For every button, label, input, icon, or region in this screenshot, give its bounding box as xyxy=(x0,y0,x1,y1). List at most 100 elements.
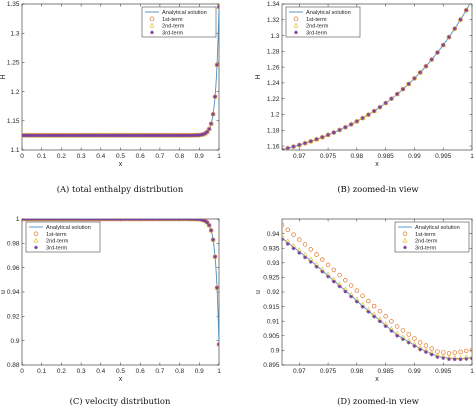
data-point xyxy=(441,356,446,360)
y-tick-label: 1.1 xyxy=(10,147,19,154)
legend-swatch xyxy=(402,231,408,237)
legend-swatch xyxy=(150,30,154,35)
legend-swatch xyxy=(149,22,155,28)
series-3rd-term xyxy=(282,8,469,150)
data-point xyxy=(291,232,296,237)
data-point xyxy=(412,336,417,341)
x-tick-label: 0.99 xyxy=(408,153,421,160)
data-point xyxy=(106,133,111,138)
legend-label: 1st-term xyxy=(415,232,436,238)
y-tick-label: 1.25 xyxy=(7,60,20,67)
data-point xyxy=(343,289,348,294)
data-point xyxy=(148,133,152,138)
data-point xyxy=(154,133,158,138)
data-point xyxy=(93,133,97,138)
data-point xyxy=(122,133,127,138)
data-point xyxy=(89,133,93,138)
data-point xyxy=(162,133,166,138)
data-point xyxy=(45,133,50,138)
data-point xyxy=(348,283,354,288)
legend-label: 1st-term xyxy=(306,17,327,23)
x-tick-label: 0.9 xyxy=(195,368,204,375)
data-point xyxy=(126,133,131,138)
legend: Analytical solution1st-term2nd-term3rd-t… xyxy=(285,6,361,38)
data-point xyxy=(189,219,194,221)
data-point xyxy=(452,350,457,355)
data-point xyxy=(213,94,217,99)
chart-panel-2: 0.97 0.975 0.98 0.985 0.99 0.995 1 1.16 1.18 1.2 1… xyxy=(255,0,474,194)
data-point xyxy=(104,133,109,138)
data-point xyxy=(470,0,474,2)
y-tick-label: 0.88 xyxy=(7,362,20,369)
y-tick-label: 1.16 xyxy=(267,143,280,150)
data-point xyxy=(61,133,66,138)
data-point xyxy=(99,133,103,138)
data-point xyxy=(469,347,472,353)
data-point xyxy=(193,133,198,138)
data-point xyxy=(175,133,180,138)
y-tick-label: 1.28 xyxy=(267,49,280,56)
x-tick-label: 0.7 xyxy=(155,368,164,375)
legend-swatch xyxy=(403,245,407,250)
data-point xyxy=(160,133,164,138)
data-point xyxy=(169,133,174,138)
y-tick-label: 1.34 xyxy=(267,1,280,8)
y-tick-label: 0.94 xyxy=(7,289,20,296)
data-point xyxy=(355,299,359,304)
x-tick-label: 1 xyxy=(470,368,474,375)
y-tick-label: 1.24 xyxy=(267,80,280,87)
y-axis-label: u xyxy=(255,290,262,294)
data-point xyxy=(28,133,32,138)
data-point xyxy=(110,133,115,138)
x-tick-label: 0.99 xyxy=(408,368,421,375)
data-point xyxy=(53,133,58,138)
data-point xyxy=(201,219,206,222)
data-point xyxy=(215,63,219,67)
legend: Analytical solution1st-term2nd-term3rd-t… xyxy=(394,221,470,253)
data-point xyxy=(57,133,62,138)
data-point xyxy=(181,219,186,221)
y-tick-label: 0.94 xyxy=(267,231,280,238)
legend-label: 1st-term xyxy=(46,232,67,238)
data-point xyxy=(207,223,211,228)
series-layer xyxy=(282,0,474,150)
data-point xyxy=(100,133,105,138)
x-axis-label: x xyxy=(119,161,123,168)
data-point xyxy=(116,133,121,138)
data-point xyxy=(435,355,440,359)
y-tick-label: 0.92 xyxy=(7,314,20,321)
data-point xyxy=(185,219,190,221)
series-3rd-term xyxy=(282,237,472,362)
data-point xyxy=(470,0,474,2)
data-point xyxy=(179,219,184,221)
legend-label: 1st-term xyxy=(162,17,183,23)
series-line-analytical xyxy=(282,237,472,360)
legend-swatch xyxy=(402,237,408,243)
data-point xyxy=(470,356,472,361)
data-point xyxy=(120,133,125,138)
data-point xyxy=(297,251,302,255)
data-point xyxy=(71,133,76,138)
data-point xyxy=(337,128,342,132)
data-point xyxy=(417,340,423,345)
legend-swatch xyxy=(293,16,299,22)
data-point xyxy=(156,133,160,138)
data-point xyxy=(195,219,200,221)
x-tick-label: 0 xyxy=(20,153,24,160)
data-point xyxy=(435,50,440,55)
data-point xyxy=(132,133,137,138)
data-point xyxy=(320,135,325,139)
data-point xyxy=(41,133,46,138)
data-point xyxy=(395,334,399,338)
data-point xyxy=(314,137,319,142)
data-point xyxy=(464,8,469,12)
data-point xyxy=(211,112,215,116)
data-point xyxy=(291,246,296,251)
series-layer xyxy=(22,4,219,138)
chart-panel-1: 0 0.1 0.2 0.3 0.4 0.5 0.6 0.7 0.8 0.9 1 1.1 1.15 1.2 1… xyxy=(0,1,221,194)
series-3rd-term xyxy=(22,5,219,138)
data-point xyxy=(383,101,388,105)
data-point xyxy=(429,57,434,62)
x-tick-label: 1 xyxy=(217,153,221,160)
data-point xyxy=(401,337,405,342)
